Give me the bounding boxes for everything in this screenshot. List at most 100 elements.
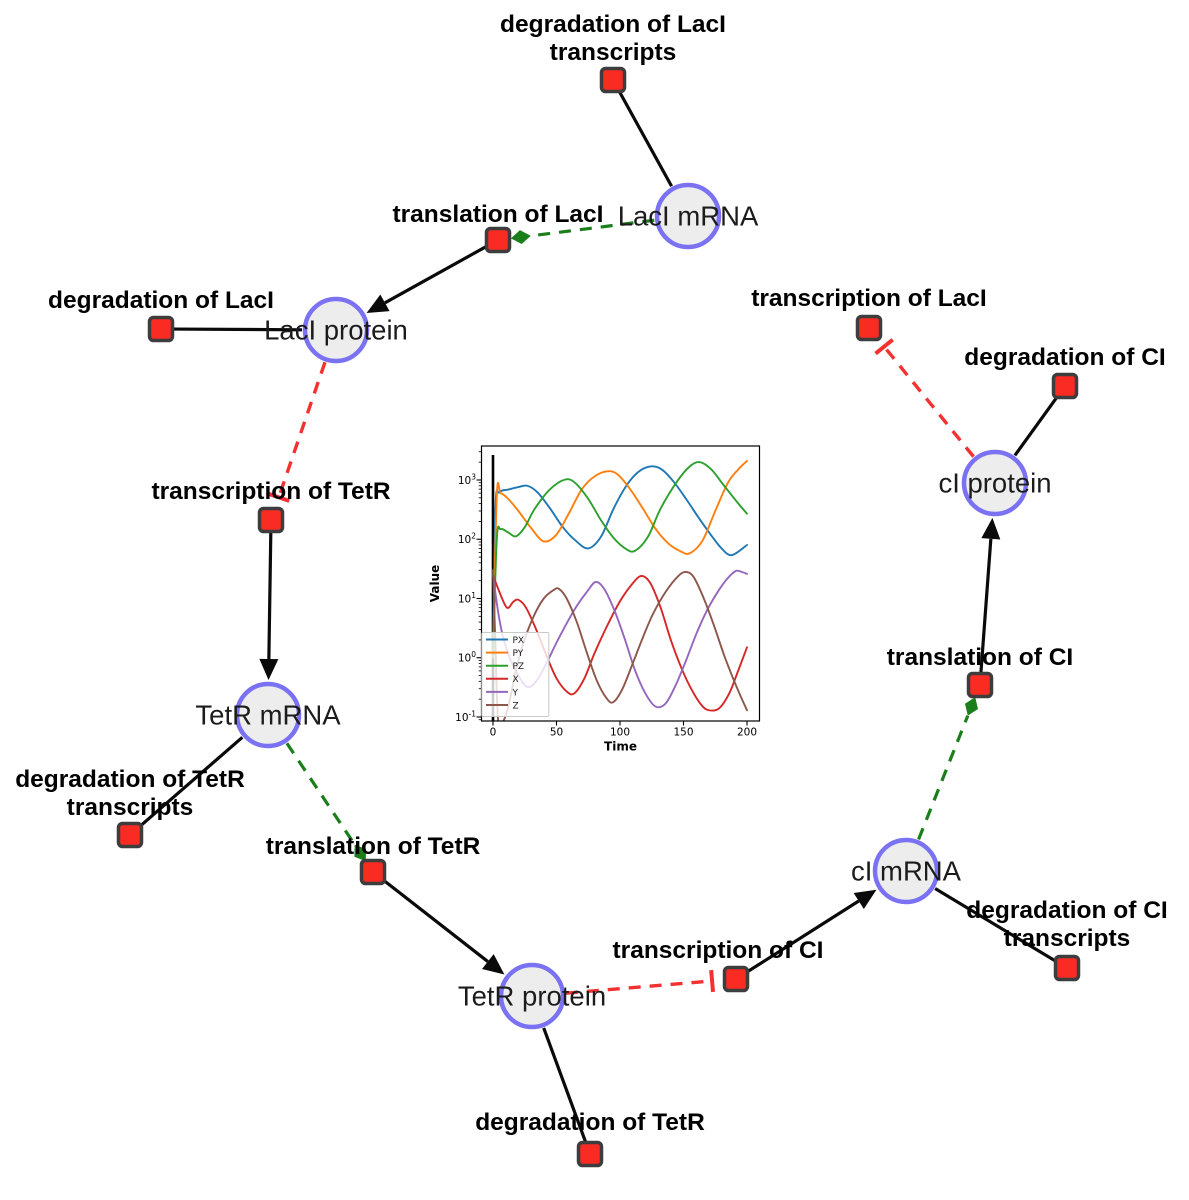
edge-inhibition-laci-protein-to-txn-tetr bbox=[267, 361, 327, 503]
edge-consumption-tetr-mrna-to-deg-tetr-tx bbox=[138, 736, 244, 828]
x-tick-label-200: 200 bbox=[737, 727, 757, 739]
reaction-label-deg-laci-tx-line1: degradation of LacI bbox=[500, 11, 726, 38]
series-line-PX bbox=[492, 465, 748, 659]
edge-consumption-laci-mrna-to-deg-laci-tx-line bbox=[617, 90, 673, 187]
reaction-label-deg-laci-tx-line2: transcripts bbox=[550, 39, 677, 66]
edge-production-txn-tetr-to-tetr-mrna bbox=[259, 532, 279, 681]
edge-inhibition-laci-protein-to-txn-tetr-tbar-icon bbox=[267, 491, 290, 503]
axis-ticks bbox=[476, 451, 748, 726]
edge-consumption-ci-protein-to-deg-ci bbox=[1013, 395, 1059, 457]
edge-catalysis-ci-mrna-to-transl-ci bbox=[917, 697, 979, 840]
reaction-node-transl-tetr bbox=[359, 858, 387, 886]
edge-consumption-ci-mrna-to-deg-ci-tx-line bbox=[934, 887, 1057, 963]
reaction-node-deg-tetr bbox=[576, 1140, 604, 1168]
species-label-tetr-mrna: TetR mRNA bbox=[195, 700, 341, 731]
edge-inhibition-tetr-protein-to-txn-ci-tbar-icon bbox=[709, 969, 715, 993]
species-label-tetr-protein: TetR protein bbox=[458, 981, 606, 1012]
edge-consumption-laci-protein-to-deg-laci-line bbox=[173, 327, 303, 332]
edge-consumption-tetr-protein-to-deg-tetr-line bbox=[542, 1027, 588, 1143]
reaction-label-txn-tetr-line1: transcription of TetR bbox=[151, 478, 390, 505]
simulation-inset-chart: 0 50 100 150 200 10-1 100 101 102 103 Time Value PX P… bbox=[428, 433, 784, 763]
edge-production-txn-tetr-to-tetr-mrna-arrowhead-icon bbox=[259, 658, 279, 681]
reaction-node-txn-tetr bbox=[257, 506, 285, 534]
edge-production-transl-ci-to-ci-protein bbox=[979, 517, 1001, 673]
edge-consumption-tetr-mrna-to-deg-tetr-tx-line bbox=[138, 736, 244, 828]
reaction-node-deg-laci-tx bbox=[599, 66, 627, 94]
reaction-node-txn-ci bbox=[722, 965, 750, 993]
edge-catalysis-laci-mrna-to-transl-laci-diamond-arrowhead-icon bbox=[510, 230, 531, 245]
x-tick-label-150: 150 bbox=[673, 727, 693, 739]
reaction-label-deg-tetr-line1: degradation of TetR bbox=[475, 1109, 705, 1136]
edges-layer bbox=[138, 90, 1059, 1143]
reaction-label-txn-ci-line1: transcription of CI bbox=[613, 937, 824, 964]
edge-production-txn-ci-to-ci-mrna-arrowhead-icon bbox=[853, 889, 877, 910]
reaction-node-txn-laci bbox=[855, 314, 883, 342]
y-tick-label-1e0: 100 bbox=[458, 650, 476, 665]
edge-production-transl-ci-to-ci-protein-line bbox=[979, 538, 993, 673]
legend: PX PY PZ XYZ bbox=[481, 632, 550, 717]
edge-production-transl-laci-to-laci-protein-arrowhead-icon bbox=[366, 294, 390, 314]
reaction-node-deg-ci-tx bbox=[1053, 954, 1081, 982]
reaction-label-deg-tetr-tx-line2: transcripts bbox=[67, 794, 194, 821]
edge-inhibition-tetr-protein-to-txn-ci-line bbox=[565, 979, 713, 995]
legend-entry-PY: PY bbox=[513, 649, 524, 659]
edge-production-txn-tetr-to-tetr-mrna-line bbox=[267, 532, 273, 660]
edge-consumption-tetr-protein-to-deg-tetr bbox=[542, 1027, 588, 1143]
y-tick-label-1e1: 101 bbox=[458, 591, 476, 606]
edge-catalysis-tetr-mrna-to-transl-tetr-line bbox=[285, 742, 356, 846]
edge-inhibition-ci-protein-to-txn-laci-tbar-icon bbox=[874, 338, 894, 356]
species-node-ci-protein bbox=[961, 449, 1029, 517]
species-node-laci-mrna bbox=[654, 182, 722, 250]
reaction-label-transl-laci-line1: translation of LacI bbox=[392, 201, 603, 228]
legend-entry-Y: Y bbox=[512, 688, 519, 698]
time-series-plot: 0 50 100 150 20010-1100101102103TimeValuePXP… bbox=[428, 445, 761, 754]
species-label-laci-protein: LacI protein bbox=[264, 315, 408, 346]
x-tick-label-100: 100 bbox=[610, 727, 630, 739]
x-axis-label: Time bbox=[604, 740, 637, 754]
reaction-label-deg-tetr-tx-line1: degradation of TetR bbox=[15, 766, 245, 793]
species-label-ci-protein: cI protein bbox=[938, 468, 1051, 499]
species-node-tetr-protein bbox=[498, 962, 566, 1030]
reaction-label-deg-ci-line1: degradation of CI bbox=[964, 344, 1165, 371]
edge-production-transl-laci-to-laci-protein bbox=[366, 244, 488, 314]
edge-production-txn-ci-to-ci-mrna bbox=[746, 889, 877, 974]
y-tick-label-1e2: 102 bbox=[458, 532, 476, 547]
edge-production-txn-ci-to-ci-mrna-line bbox=[746, 899, 860, 974]
reaction-node-deg-laci bbox=[147, 315, 175, 343]
edge-production-transl-laci-to-laci-protein-line bbox=[384, 244, 488, 305]
y-tick-label-1e-1: 10-1 bbox=[455, 709, 476, 724]
edge-production-transl-ci-to-ci-protein-arrowhead-icon bbox=[981, 517, 1001, 540]
edge-production-transl-tetr-to-tetr-protein-line bbox=[382, 878, 489, 963]
edge-inhibition-tetr-protein-to-txn-ci bbox=[565, 969, 715, 995]
edge-catalysis-laci-mrna-to-transl-laci bbox=[510, 218, 655, 245]
reaction-node-deg-ci bbox=[1051, 372, 1079, 400]
species-label-laci-mrna: LacI mRNA bbox=[618, 201, 759, 232]
legend-entry-X: X bbox=[513, 675, 519, 685]
reaction-label-deg-ci-tx-line2: transcripts bbox=[1004, 925, 1131, 952]
edge-inhibition-ci-protein-to-txn-laci bbox=[874, 338, 975, 458]
edge-consumption-ci-mrna-to-deg-ci-tx bbox=[934, 887, 1057, 963]
reaction-node-transl-laci bbox=[484, 226, 512, 254]
edge-catalysis-tetr-mrna-to-transl-tetr bbox=[285, 742, 367, 862]
legend-entry-Z: Z bbox=[513, 701, 519, 711]
edge-production-transl-tetr-to-tetr-protein bbox=[382, 878, 505, 975]
edge-catalysis-tetr-mrna-to-transl-tetr-diamond-arrowhead-icon bbox=[354, 844, 367, 862]
reaction-label-transl-ci-line1: translation of CI bbox=[887, 644, 1073, 671]
series-line-PY bbox=[492, 459, 748, 659]
edge-consumption-laci-mrna-to-deg-laci-tx bbox=[617, 90, 673, 187]
series-line-PZ bbox=[492, 461, 748, 659]
reaction-label-transl-tetr-line1: translation of TetR bbox=[266, 833, 481, 860]
species-label-ci-mrna: cI mRNA bbox=[851, 856, 962, 887]
species-node-ci-mrna bbox=[872, 837, 940, 905]
reaction-label-txn-laci-line1: transcription of LacI bbox=[751, 285, 987, 312]
edge-inhibition-ci-protein-to-txn-laci-line bbox=[882, 345, 975, 458]
edge-consumption-ci-protein-to-deg-ci-line bbox=[1013, 395, 1059, 457]
edge-consumption-laci-protein-to-deg-laci bbox=[173, 327, 303, 332]
reaction-node-transl-ci bbox=[966, 671, 994, 699]
labels-layer: LacI mRNA LacI protein TetR mRNA TetR prote… bbox=[15, 11, 1168, 1136]
legend-entry-PZ: PZ bbox=[513, 662, 525, 672]
x-tick-label-0: 0 bbox=[490, 727, 497, 739]
